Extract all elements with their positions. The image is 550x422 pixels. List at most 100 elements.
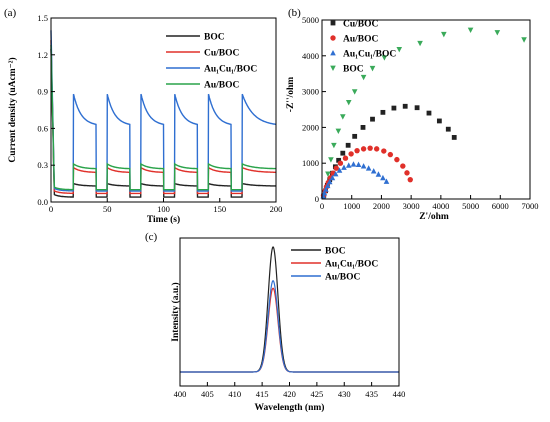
data-point-b-0: [414, 105, 420, 111]
data-point-b-3: [521, 37, 527, 43]
data-point-b-2: [326, 178, 333, 185]
panel-label-b: (b): [288, 7, 301, 19]
series-line-a-3: [50, 44, 276, 191]
y-tick-label-a: 0.6: [37, 123, 48, 133]
x-tick-label-c: 420: [283, 389, 296, 399]
data-point-b-3: [325, 171, 331, 177]
data-point-b-2: [365, 165, 372, 171]
data-point-b-0: [391, 105, 397, 111]
y-tick-label-b: 5000: [302, 15, 319, 25]
x-tick-label-a: 100: [157, 204, 170, 214]
x-tick-label-a: 0: [49, 204, 53, 214]
data-point-b-3: [345, 99, 352, 106]
legend-marker-b: [330, 35, 336, 41]
data-point-b-2: [321, 189, 328, 196]
data-point-b-1: [373, 146, 380, 152]
x-axis-label-a: Time (s): [147, 214, 180, 225]
data-point-b-2: [350, 161, 357, 167]
data-point-b-2: [380, 174, 386, 181]
y-tick-label-a: 0.3: [37, 160, 48, 170]
legend-label-c: BOC: [325, 247, 346, 257]
y-tick-label-a: 0.0: [37, 197, 48, 207]
x-tick-label-b: 2000: [373, 201, 390, 211]
data-point-b-3: [335, 128, 342, 134]
data-point-b-2: [360, 163, 367, 169]
data-point-b-0: [370, 116, 375, 122]
data-point-b-3: [381, 55, 388, 61]
data-point-b-3: [467, 27, 474, 34]
data-point-b-0: [426, 110, 432, 116]
plot-frame-b: [321, 19, 531, 200]
x-tick-label-c: 430: [338, 389, 351, 399]
data-point-b-2: [355, 161, 362, 168]
x-tick-label-b: 6000: [492, 201, 509, 211]
x-tick-label-b: 3000: [403, 201, 420, 211]
x-tick-label-c: 435: [365, 389, 378, 399]
data-point-b-1: [400, 163, 406, 169]
legend-label-a: Cu/BOC: [204, 49, 240, 59]
x-tick-label-b: 4000: [432, 201, 449, 211]
legend-label-a: Au/BOC: [204, 81, 240, 91]
data-point-b-0: [352, 133, 358, 139]
x-tick-label-b: 1000: [343, 201, 360, 211]
x-tick-label-c: 405: [201, 389, 214, 399]
data-point-b-2: [329, 174, 336, 181]
legend-label-c: Au₁Cu₁/BOC: [325, 260, 378, 270]
data-point-b-1: [348, 151, 354, 157]
legend-marker-b: [330, 50, 336, 56]
data-point-b-3: [441, 31, 447, 38]
data-point-b-3: [396, 46, 403, 53]
legend-label-c: Au/BOC: [325, 273, 361, 283]
data-point-b-1: [394, 156, 400, 163]
series-line-c-2: [180, 280, 399, 373]
data-point-b-2: [324, 182, 331, 189]
data-point-b-1: [404, 170, 410, 176]
data-point-b-0: [436, 118, 442, 124]
data-point-b-0: [345, 142, 351, 148]
y-axis-label-c: Intensity (a.u.): [170, 282, 181, 341]
y-axis-label-b: -Z''/ohm: [286, 77, 296, 112]
y-tick-label-b: 0: [315, 194, 319, 204]
data-point-b-3: [369, 65, 376, 72]
legend-label-a: Au₁Cu₁/BOC: [204, 65, 257, 75]
data-point-b-0: [340, 150, 346, 156]
data-point-b-0: [336, 157, 342, 163]
data-point-b-3: [417, 40, 423, 47]
y-tick-label-b: 2000: [302, 122, 319, 132]
x-tick-label-c: 415: [256, 389, 269, 399]
y-tick-label-b: 3000: [302, 87, 319, 97]
data-point-b-3: [494, 30, 501, 36]
chart-b: [320, 19, 531, 200]
legend-marker-b: [330, 65, 336, 71]
y-tick-label-b: 4000: [302, 51, 319, 61]
data-point-b-2: [375, 171, 382, 177]
y-tick-label-a: 1.2: [37, 50, 48, 60]
panel-label-a: (a): [4, 7, 17, 19]
data-point-b-1: [342, 155, 349, 161]
chart-a: [50, 17, 277, 203]
x-tick-label-a: 200: [270, 204, 283, 214]
data-point-b-1: [354, 147, 360, 154]
x-axis-label-c: Wavelength (nm): [255, 402, 325, 413]
data-point-b-3: [360, 74, 367, 81]
data-point-b-2: [383, 178, 390, 184]
data-point-b-2: [345, 162, 352, 168]
data-point-b-3: [351, 89, 358, 95]
legend-label-b: Au/BOC: [343, 35, 379, 45]
data-point-b-2: [332, 170, 339, 177]
legend-label-b: Au₁Cu₁/BOC: [343, 50, 396, 60]
y-tick-label-b: 1000: [302, 158, 319, 168]
legend-label-b: BOC: [343, 65, 364, 75]
data-point-b-1: [333, 165, 339, 171]
series-line-a-2: [50, 30, 277, 192]
series-line-c-1: [180, 287, 399, 373]
data-point-b-3: [328, 157, 334, 163]
data-point-b-2: [323, 186, 329, 192]
y-tick-label-a: 0.9: [37, 87, 48, 97]
x-tick-label-b: 0: [320, 201, 324, 211]
legend-marker-b: [330, 20, 336, 26]
y-axis-label-a: Current density (uAcm⁻²): [7, 57, 18, 162]
data-point-b-0: [451, 135, 457, 140]
data-point-b-1: [360, 146, 367, 152]
